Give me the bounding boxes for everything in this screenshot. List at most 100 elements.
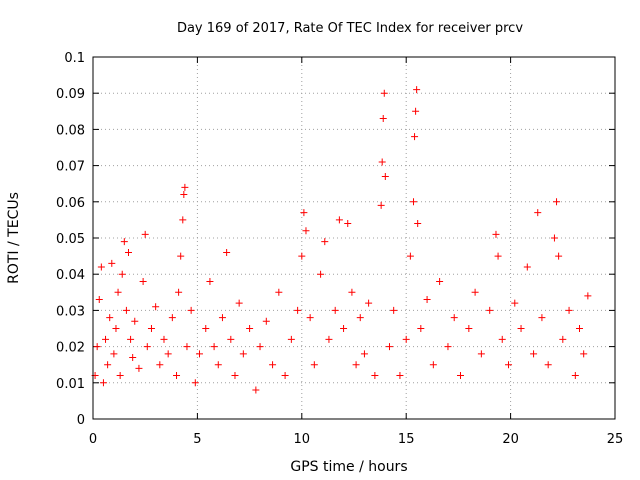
- x-tick-label: 15: [398, 432, 415, 447]
- data-point: [298, 252, 306, 260]
- data-point: [380, 89, 388, 97]
- data-point: [156, 361, 164, 369]
- data-point: [534, 209, 542, 217]
- data-point: [99, 379, 107, 387]
- data-point: [235, 299, 243, 307]
- x-axis-label: GPS time / hours: [290, 459, 407, 475]
- data-point: [302, 227, 310, 235]
- data-point: [450, 314, 458, 322]
- data-point: [177, 252, 185, 260]
- x-tick-label: 0: [89, 432, 97, 447]
- data-point: [550, 234, 558, 242]
- data-point: [116, 372, 124, 380]
- data-point: [417, 325, 425, 332]
- data-point: [281, 372, 289, 380]
- data-point: [262, 317, 270, 325]
- data-point: [436, 277, 444, 285]
- data-point: [106, 314, 114, 322]
- data-point: [191, 379, 199, 387]
- y-axis-label: ROTI / TECUs: [6, 192, 22, 284]
- data-point: [114, 288, 122, 296]
- data-point: [385, 343, 393, 351]
- data-point: [498, 335, 506, 343]
- data-point: [306, 314, 314, 322]
- data-point: [147, 325, 155, 332]
- data-point: [505, 361, 513, 369]
- data-point: [294, 306, 302, 314]
- data-point: [352, 361, 360, 369]
- x-tick-label: 25: [607, 432, 624, 447]
- data-point: [269, 361, 277, 369]
- data-point: [195, 350, 203, 358]
- data-point: [571, 372, 579, 380]
- data-point: [164, 350, 172, 358]
- data-point: [555, 252, 563, 260]
- plot-border: [92, 56, 616, 420]
- data-point: [300, 209, 308, 217]
- data-point: [143, 343, 151, 351]
- data-point: [423, 296, 431, 304]
- data-point: [112, 325, 120, 332]
- data-point: [183, 343, 191, 351]
- data-point: [553, 198, 561, 206]
- grid-lines: [93, 57, 615, 419]
- data-point: [377, 201, 385, 209]
- data-point: [325, 335, 333, 343]
- data-point: [252, 386, 260, 394]
- y-tick-label: 0: [77, 413, 85, 428]
- data-point: [160, 335, 168, 343]
- data-point: [256, 343, 264, 351]
- y-tick-label: 0.04: [56, 268, 85, 283]
- data-point: [210, 343, 218, 351]
- data-point: [523, 263, 531, 271]
- data-point: [413, 86, 421, 94]
- data-point: [135, 364, 143, 372]
- data-point: [365, 299, 373, 307]
- data-point: [344, 220, 352, 228]
- data-point: [456, 372, 464, 380]
- data-point: [97, 263, 105, 271]
- y-tick-label: 0.07: [56, 160, 85, 175]
- data-point: [494, 252, 502, 260]
- data-point: [206, 277, 214, 285]
- data-point: [565, 306, 573, 314]
- x-tick-label: 20: [502, 432, 519, 447]
- y-tick-label: 0.08: [56, 123, 85, 138]
- data-point: [310, 361, 318, 369]
- data-point: [231, 372, 239, 380]
- y-tick-label: 0.06: [56, 196, 85, 211]
- y-tick-label: 0.03: [56, 304, 85, 319]
- data-point: [180, 191, 188, 199]
- data-point: [122, 306, 130, 314]
- data-point: [104, 361, 112, 369]
- data-point: [141, 230, 149, 238]
- data-point: [202, 325, 210, 332]
- data-point: [179, 216, 187, 224]
- data-point: [173, 372, 181, 380]
- x-tick-label: 10: [294, 432, 311, 447]
- data-point: [187, 306, 195, 314]
- data-point: [223, 248, 231, 256]
- data-point: [139, 277, 147, 285]
- y-axis-ticks: 0 0.01 0.02 0.03 0.04 0.05 0.06 0.07 0.08 0.09 0.1: [56, 51, 615, 428]
- y-tick-label: 0.09: [56, 87, 85, 102]
- data-point: [287, 335, 295, 343]
- data-point: [396, 372, 404, 380]
- data-point: [120, 238, 128, 246]
- data-point: [124, 248, 132, 256]
- data-point: [93, 343, 101, 351]
- data-point: [544, 361, 552, 369]
- data-point: [471, 288, 479, 296]
- data-point: [275, 288, 283, 296]
- data-point: [110, 350, 118, 358]
- data-point: [530, 350, 538, 358]
- data-point: [239, 350, 247, 358]
- data-point: [402, 335, 410, 343]
- data-point: [538, 314, 546, 322]
- data-point: [168, 314, 176, 322]
- data-point: [406, 252, 414, 260]
- data-point: [477, 350, 485, 358]
- data-point: [348, 288, 356, 296]
